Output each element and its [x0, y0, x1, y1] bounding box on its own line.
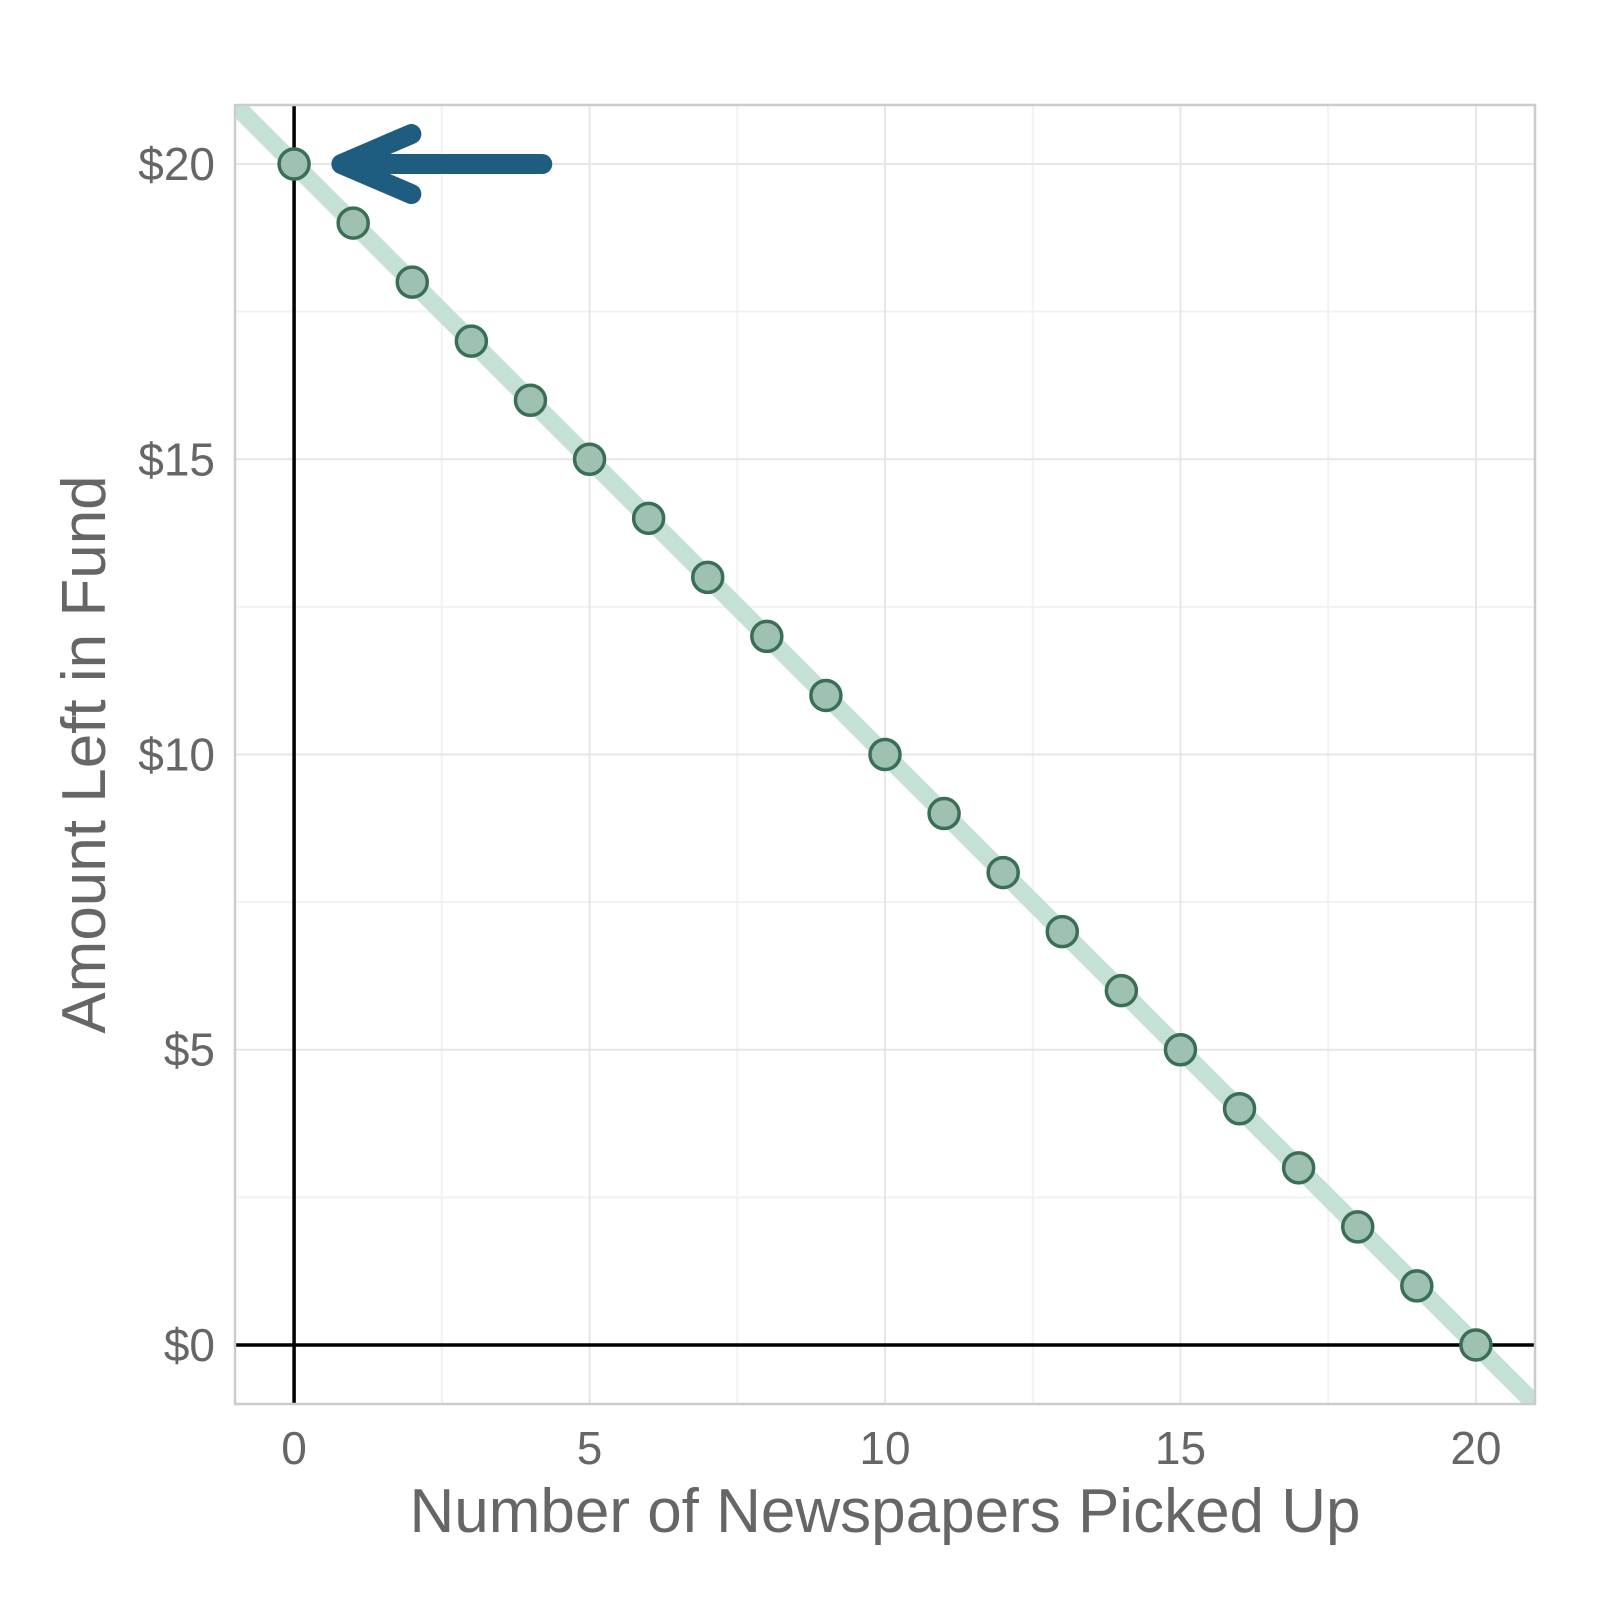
- data-point: [572, 442, 607, 477]
- x-tick-labels: 0 5 10 15 20: [281, 1422, 1501, 1474]
- x-tick-label: 10: [859, 1422, 910, 1474]
- x-tick-label: 5: [577, 1422, 603, 1474]
- points-layer: [277, 147, 1493, 1362]
- data-point: [927, 796, 961, 831]
- data-point: [1459, 1328, 1493, 1362]
- y-tick-label: $15: [138, 433, 215, 485]
- data-point: [513, 383, 548, 417]
- y-tick-labels: $0 $5 $10 $15 $20: [138, 138, 215, 1371]
- arrow-head: [331, 124, 422, 205]
- data-point: [750, 619, 784, 654]
- y-axis-title: Amount Left in Fund: [50, 475, 119, 1033]
- x-tick-label: 15: [1155, 1422, 1206, 1474]
- data-point: [395, 265, 430, 299]
- data-point: [809, 678, 843, 713]
- data-point: [1222, 1092, 1257, 1126]
- data-point: [454, 324, 489, 358]
- x-axis-title: Number of Newspapers Picked Up: [409, 1477, 1360, 1546]
- data-point: [336, 206, 370, 240]
- x-tick-label: 20: [1450, 1422, 1501, 1474]
- data-point: [631, 501, 666, 536]
- data-point: [1045, 914, 1080, 949]
- y-tick-label: $0: [164, 1319, 215, 1371]
- y-tick-label: $10: [138, 729, 215, 781]
- data-point: [1163, 1032, 1198, 1067]
- zero-axes-layer: [235, 105, 1535, 1404]
- data-point: [1340, 1210, 1375, 1244]
- data-point: [690, 560, 725, 595]
- data-point: [1281, 1151, 1316, 1185]
- data-point: [277, 147, 311, 181]
- y-tick-label: $5: [164, 1024, 215, 1076]
- data-point: [1400, 1269, 1434, 1303]
- x-tick-label: 0: [281, 1422, 307, 1474]
- data-point: [986, 855, 1020, 890]
- panel-border: [233, 103, 1537, 1406]
- data-point: [868, 737, 902, 772]
- annotation-layer: [331, 124, 553, 205]
- y-tick-label: $20: [138, 138, 215, 190]
- data-point: [1104, 973, 1139, 1008]
